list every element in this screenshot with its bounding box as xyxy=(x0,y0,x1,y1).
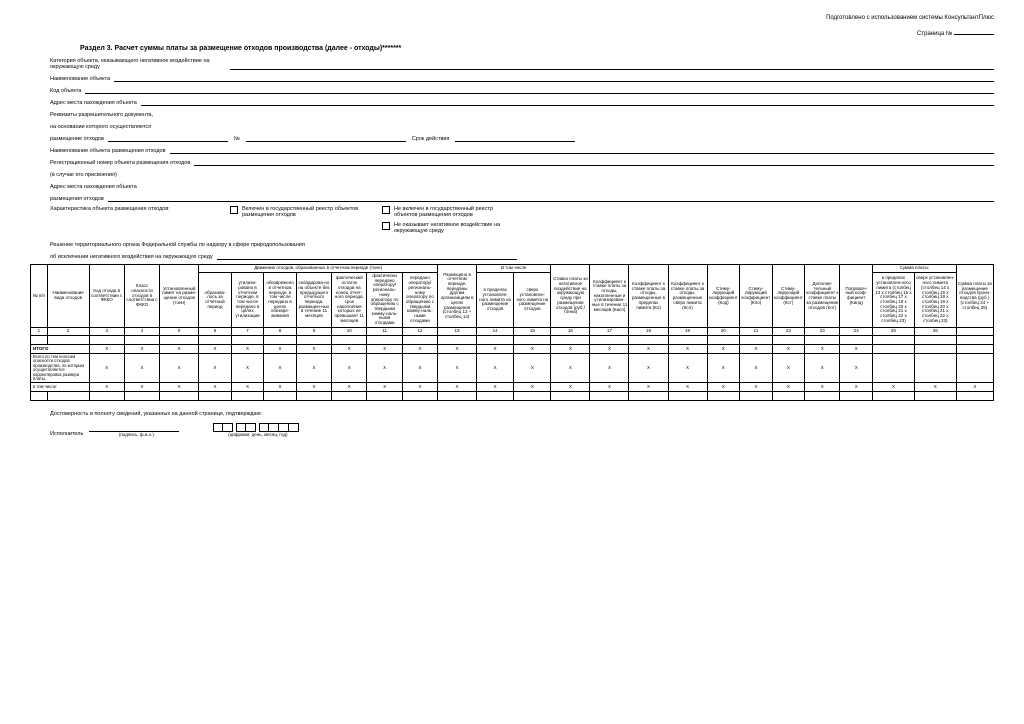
note-line-2: об исключении негативного воздействия на… xyxy=(50,254,217,260)
label-permit-2: на основании которого осуществляется xyxy=(50,124,155,130)
label-permit-num: № xyxy=(228,136,246,142)
checkbox-not-included-label: Не включен в государственный реестр объе… xyxy=(394,206,514,218)
label-permit-1: Реквизиты разрешительного документа, xyxy=(50,112,157,118)
label-obj-addr: Адрес места нахождения объекта xyxy=(50,100,141,106)
signature-line[interactable] xyxy=(89,424,179,432)
date-sublabel: (цифрами: день, месяц, год) xyxy=(213,432,302,437)
row-itogo: ИТОГОXXX XXXXXXX XXXXXXX XXXXX xyxy=(31,344,994,353)
label-reg-num-1: Регистрационный номер объекта размещения… xyxy=(50,160,194,166)
label-obj-code: Код объекта xyxy=(50,88,85,94)
executor-label: Исполнитель xyxy=(50,431,89,437)
declaration-text: Достоверность и полноту сведений, указан… xyxy=(50,411,994,417)
label-permit-3: размещение отходов xyxy=(50,136,108,142)
system-note: Подготовлено с использованием системы Ко… xyxy=(30,15,994,21)
row-subhead: Всего по тем классам опасности отходов п… xyxy=(31,353,994,382)
row-vtom: в том числе:XXX XXXXXXX XXXXXXX XXXXXXXX xyxy=(31,383,994,392)
checkbox-included[interactable] xyxy=(230,206,238,214)
checkbox-not-included[interactable] xyxy=(382,206,390,214)
label-reg-num-2: (в случае его присвоения) xyxy=(50,172,121,178)
label-place-name: Наименование объекта размещения отходов xyxy=(50,148,170,154)
label-obj-name: Наименование объекта xyxy=(50,76,114,82)
label-place-addr-1: Адрес места нахождения объекта xyxy=(50,184,141,190)
page-title: Раздел 3. Расчет суммы платы за размещен… xyxy=(80,45,994,52)
checkbox-no-impact-label: Не оказывает негативное воздействие на о… xyxy=(394,222,514,234)
note-line-1: Решение территориального органа Федераль… xyxy=(50,242,994,248)
footer: Достоверность и полноту сведений, указан… xyxy=(50,411,994,437)
form-block: Категория объекта, оказывающего негативн… xyxy=(50,58,994,234)
label-place-addr-2: размещения отходов xyxy=(50,196,108,202)
table-header: № п/п Наименование вида отходов Код отхо… xyxy=(31,265,994,336)
signature-sublabel: (подпись, ф.и.о.) xyxy=(89,432,183,437)
table-row xyxy=(31,335,994,344)
date-boxes[interactable] xyxy=(213,423,302,432)
checkbox-included-label: Включен в государственный реестр объекто… xyxy=(242,206,362,218)
label-permit-term: Срок действия xyxy=(406,136,456,142)
checkbox-no-impact[interactable] xyxy=(382,222,390,230)
label-characteristic: Характеристика объекта размещения отходо… xyxy=(50,206,230,212)
column-numbers: 12345 6789101112 131415 16171819 2021222… xyxy=(31,327,994,335)
table-row xyxy=(31,392,994,401)
main-table: № п/п Наименование вида отходов Код отхо… xyxy=(30,264,994,401)
page-number: Страница № xyxy=(30,31,994,37)
label-category: Категория объекта, оказывающего негативн… xyxy=(50,58,230,70)
